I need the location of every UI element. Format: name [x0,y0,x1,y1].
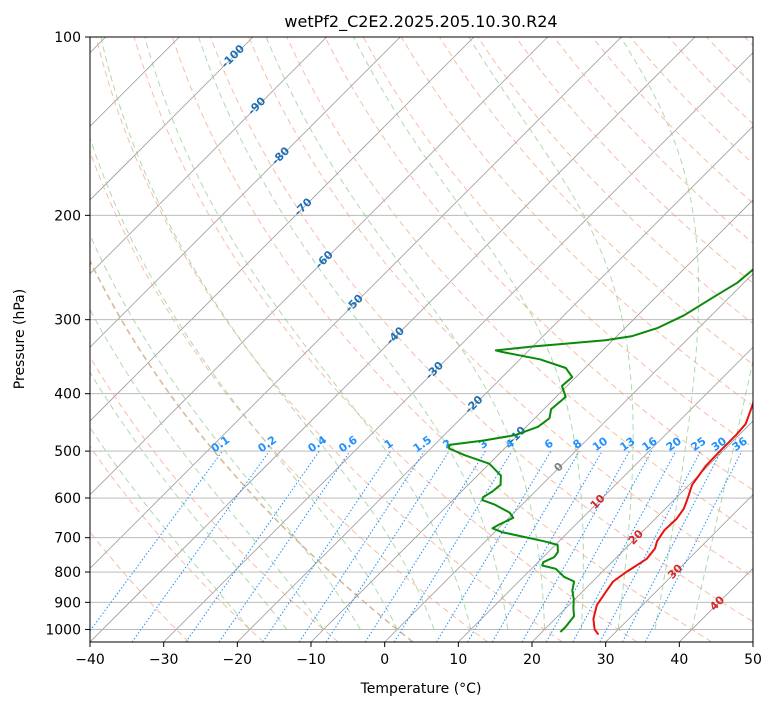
y-tick-label: 300 [54,313,81,329]
y-tick-label: 800 [54,565,81,581]
x-axis-label: Temperature (°C) [360,681,482,697]
x-tick-label: 10 [449,652,467,668]
x-tick-label: −10 [296,652,326,668]
x-tick-label: 0 [380,652,389,668]
x-tick-label: 40 [670,652,688,668]
y-axis-label: Pressure (hPa) [12,289,28,389]
x-tick-label: −20 [223,652,253,668]
x-tick-label: 20 [523,652,541,668]
y-tick-label: 1000 [45,622,81,638]
x-tick-label: 50 [744,652,762,668]
x-tick-label: 30 [597,652,615,668]
y-tick-label: 700 [54,531,81,547]
y-tick-label: 900 [54,595,81,611]
y-tick-label: 400 [54,387,81,403]
y-tick-label: 600 [54,491,81,507]
y-tick-label: 100 [54,30,81,46]
y-tick-label: 200 [54,208,81,224]
y-tick-label: 500 [54,444,81,460]
x-tick-label: −40 [75,652,105,668]
chart-title: wetPf2_C2E2.2025.205.10.30.R24 [284,12,557,32]
x-tick-label: −30 [149,652,179,668]
